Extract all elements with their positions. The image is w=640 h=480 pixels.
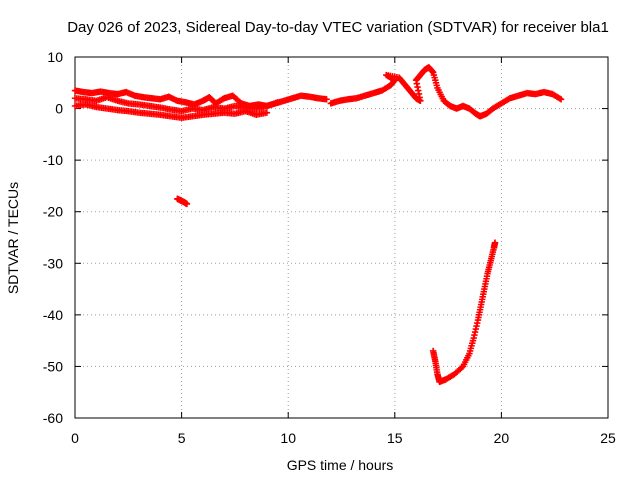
x-tick-label: 25 — [600, 430, 616, 446]
x-tick-label: 15 — [387, 430, 403, 446]
y-tick-label: -20 — [43, 204, 63, 220]
series-afternoon — [327, 64, 565, 120]
axis-tick-labels: 0 5 10 15 20 25 10 0 -10 -20 -30 -40 -50 -60 — [43, 49, 616, 446]
y-tick-label: -30 — [43, 255, 63, 271]
data-point — [323, 96, 330, 103]
series-isolated — [174, 195, 191, 208]
series-band-upper — [71, 87, 330, 110]
y-tick-label: -50 — [43, 358, 63, 374]
data-point — [263, 109, 271, 116]
axis-ticks — [74, 56, 609, 419]
series-band-middle — [71, 94, 281, 115]
x-tick-label: 20 — [494, 430, 510, 446]
y-tick-label: -10 — [43, 152, 63, 168]
series-steep-drop — [429, 239, 499, 386]
x-axis-label: GPS time / hours — [287, 457, 394, 473]
data-point — [557, 96, 565, 103]
series-band-lower — [71, 101, 271, 122]
plot-frame — [74, 56, 609, 419]
data-point — [183, 200, 191, 208]
data-point — [274, 99, 281, 106]
y-tick-label: -40 — [43, 307, 63, 323]
x-tick-label: 0 — [71, 430, 79, 446]
x-tick-label: 5 — [178, 430, 186, 446]
data-point — [491, 239, 499, 246]
chart-title: Day 026 of 2023, Sidereal Day-to-day VTE… — [67, 19, 609, 36]
y-tick-label: -60 — [43, 410, 63, 426]
y-tick-label: 0 — [55, 101, 63, 117]
y-tick-label: 10 — [47, 49, 63, 65]
x-tick-label: 10 — [280, 430, 296, 446]
data-points — [71, 64, 565, 386]
y-axis-label: SDTVAR / TECUs — [5, 182, 21, 294]
